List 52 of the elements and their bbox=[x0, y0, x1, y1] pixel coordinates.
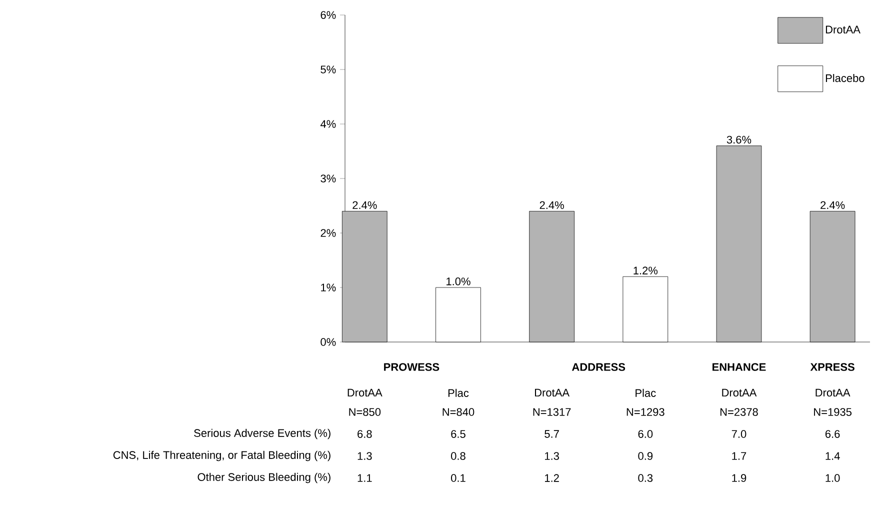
y-tick-label: 5% bbox=[320, 66, 336, 74]
text: 0.3 bbox=[638, 474, 653, 482]
text: ADDRESS bbox=[572, 363, 626, 371]
text: N=850 bbox=[349, 408, 381, 416]
x-tick-label: DrotAA bbox=[535, 388, 570, 397]
text: N=1293 bbox=[626, 408, 664, 416]
text: N=1317 bbox=[533, 408, 571, 416]
text: CNS, Life Threatening, or Fatal Bleeding (%) bbox=[113, 450, 330, 462]
data-label: 1.2% bbox=[634, 266, 658, 274]
x-tick-label: Plac bbox=[448, 388, 469, 397]
text: 0.9 bbox=[638, 452, 653, 460]
text: 6.8 bbox=[358, 430, 372, 438]
text: ENHANCE bbox=[712, 363, 766, 371]
text: 1.0 bbox=[826, 474, 840, 482]
text: 6.5 bbox=[451, 430, 466, 438]
text: XPRESS bbox=[810, 363, 854, 371]
text: N=840 bbox=[442, 408, 474, 416]
y-tick-label: 2% bbox=[320, 229, 336, 237]
x-tick-label: Plac bbox=[636, 388, 656, 397]
text: 1.9 bbox=[732, 474, 746, 482]
data-label: 2.4% bbox=[540, 201, 564, 209]
y-tick-label: 0% bbox=[320, 338, 336, 346]
text: 6.0 bbox=[638, 430, 653, 438]
data-label: 1.0% bbox=[446, 278, 470, 286]
y-tick-label: 1% bbox=[321, 284, 336, 292]
x-tick-label: DrotAA bbox=[816, 388, 850, 397]
legend-label: Placebo bbox=[826, 74, 864, 82]
data-label: 3.6% bbox=[726, 136, 752, 144]
text: 6.6 bbox=[825, 430, 840, 438]
text: Serious Adverse Events (%) bbox=[194, 428, 330, 440]
text: 1.3 bbox=[545, 452, 559, 460]
x-tick-label: DrotAA bbox=[722, 388, 757, 397]
text: 1.3 bbox=[358, 452, 372, 460]
y-tick-label: 6% bbox=[320, 11, 336, 19]
text: 7.0 bbox=[732, 430, 746, 438]
legend-label: DrotAA bbox=[826, 26, 860, 34]
text: 1.1 bbox=[358, 474, 372, 482]
text: 1.7 bbox=[732, 452, 746, 460]
text: 5.7 bbox=[544, 430, 559, 438]
x-tick-label: DrotAA bbox=[348, 388, 382, 397]
text: N=1935 bbox=[814, 408, 852, 416]
data-label: 2.4% bbox=[352, 201, 377, 209]
text: Other Serious Bleeding (%) bbox=[198, 472, 330, 484]
y-tick-label: 3% bbox=[320, 174, 336, 182]
text: PROWESS bbox=[384, 363, 440, 371]
data-label: 2.4% bbox=[820, 201, 845, 209]
text: 1.2 bbox=[545, 474, 559, 482]
text: 0.1 bbox=[451, 474, 466, 482]
text: N=2378 bbox=[720, 408, 758, 416]
text: 1.4 bbox=[826, 452, 840, 460]
y-tick-label: 4% bbox=[320, 120, 336, 128]
text: 0.8 bbox=[451, 452, 466, 460]
